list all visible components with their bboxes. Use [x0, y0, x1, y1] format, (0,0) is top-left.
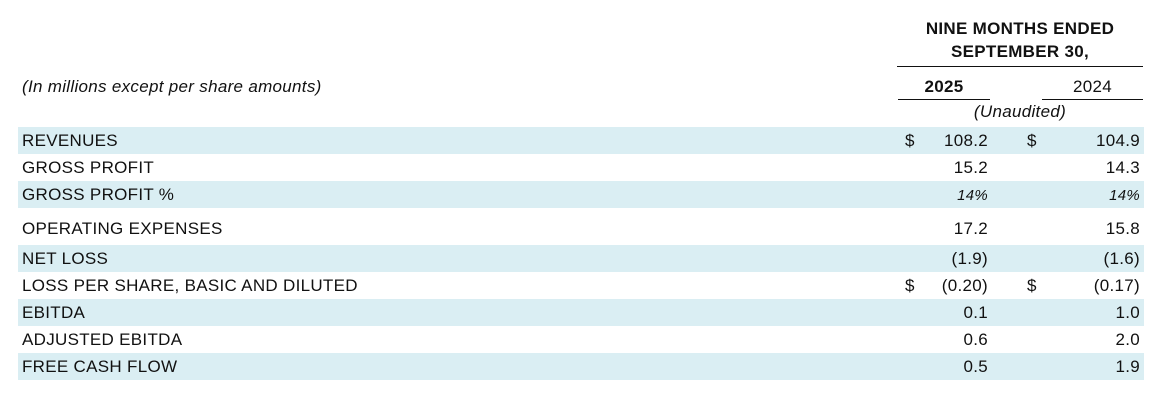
row-band: [18, 299, 1144, 326]
cell-value: 1.0: [1115, 302, 1140, 322]
column-rule: [1042, 99, 1143, 100]
audit-note: (Unaudited): [973, 102, 1067, 121]
currency-symbol: $: [905, 130, 915, 150]
cell-value: 104.9: [1095, 130, 1140, 150]
row-band: [18, 127, 1144, 154]
row-band: [18, 353, 1144, 380]
cell-value: (0.17): [1093, 275, 1140, 295]
column-header: 2024: [1072, 77, 1113, 96]
row-band: [18, 245, 1144, 272]
cell-value: 14%: [1109, 186, 1140, 204]
header-rule: [897, 66, 1143, 67]
row-band: [18, 181, 1144, 208]
cell-value: 2.0: [1115, 329, 1140, 349]
cell-value: 15.8: [1105, 218, 1140, 238]
cell-value: 1.9: [1115, 356, 1140, 376]
cell-value: 14.3: [1105, 157, 1140, 177]
row-label: REVENUES: [22, 130, 118, 150]
cell-value: 0.6: [963, 329, 988, 349]
cell-value: 14%: [957, 186, 988, 204]
row-label: GROSS PROFIT %: [22, 184, 175, 204]
cell-value: (1.6): [1103, 248, 1140, 268]
period-header: NINE MONTHS ENDED: [925, 19, 1115, 38]
row-label: ADJUSTED EBITDA: [22, 329, 183, 349]
cell-value: 17.2: [953, 218, 988, 238]
row-label: EBITDA: [22, 302, 86, 322]
column-header: 2025: [924, 77, 964, 96]
row-label: OPERATING EXPENSES: [22, 218, 223, 238]
row-label: GROSS PROFIT: [22, 157, 155, 177]
currency-symbol: $: [1027, 275, 1037, 295]
row-label: NET LOSS: [22, 248, 109, 268]
cell-value: 0.5: [963, 356, 988, 376]
units-note: (In millions except per share amounts): [22, 77, 322, 96]
cell-value: (1.9): [951, 248, 988, 268]
column-rule: [898, 99, 990, 100]
cell-value: 0.1: [963, 302, 988, 322]
cell-value: (0.20): [941, 275, 988, 295]
row-label: FREE CASH FLOW: [22, 356, 178, 376]
cell-value: 108.2: [943, 130, 988, 150]
period-header: SEPTEMBER 30,: [950, 42, 1090, 61]
row-label: LOSS PER SHARE, BASIC AND DILUTED: [22, 275, 358, 295]
currency-symbol: $: [1027, 130, 1037, 150]
cell-value: 15.2: [953, 157, 988, 177]
currency-symbol: $: [905, 275, 915, 295]
